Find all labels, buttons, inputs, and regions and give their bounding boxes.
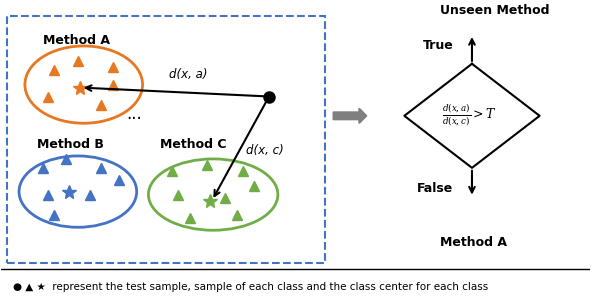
Text: False: False bbox=[417, 182, 453, 195]
Text: True: True bbox=[423, 40, 454, 52]
Text: Method A: Method A bbox=[439, 236, 507, 249]
Text: $\frac{d(x,a)}{d(x,c)}>T$: $\frac{d(x,a)}{d(x,c)}>T$ bbox=[442, 103, 496, 128]
Text: Method A: Method A bbox=[42, 34, 110, 46]
Text: Method C: Method C bbox=[160, 138, 227, 151]
Text: Unseen Method: Unseen Method bbox=[439, 4, 549, 17]
Text: d(x, c): d(x, c) bbox=[245, 143, 283, 157]
Text: d(x, a): d(x, a) bbox=[169, 68, 207, 81]
FancyBboxPatch shape bbox=[7, 16, 325, 263]
Text: ...: ... bbox=[126, 105, 142, 123]
Text: Method B: Method B bbox=[37, 138, 104, 151]
Text: ● ▲ ★  represent the test sample, sample of each class and the class center for : ● ▲ ★ represent the test sample, sample … bbox=[13, 282, 488, 292]
